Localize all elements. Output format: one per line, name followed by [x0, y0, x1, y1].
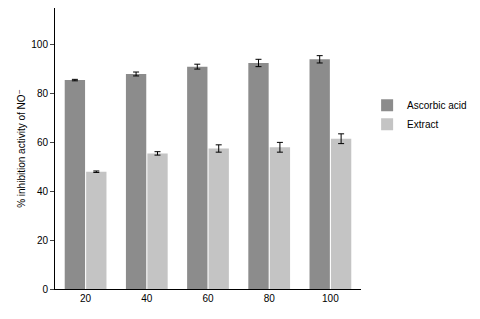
svg-text:60: 60 — [37, 137, 49, 148]
svg-text:80: 80 — [37, 88, 49, 99]
svg-text:40: 40 — [37, 186, 49, 197]
svg-text:60: 60 — [202, 293, 214, 304]
svg-text:100: 100 — [31, 39, 48, 50]
svg-text:80: 80 — [264, 293, 276, 304]
svg-text:0: 0 — [42, 284, 48, 295]
svg-text:40: 40 — [141, 293, 153, 304]
svg-text:20: 20 — [37, 235, 49, 246]
svg-text:100: 100 — [322, 293, 339, 304]
svg-text:Extract: Extract — [407, 119, 438, 130]
svg-text:Ascorbic acid: Ascorbic acid — [407, 100, 466, 111]
svg-text:% inhibition activity of NO⁻: % inhibition activity of NO⁻ — [16, 89, 27, 208]
svg-text:20: 20 — [80, 293, 92, 304]
